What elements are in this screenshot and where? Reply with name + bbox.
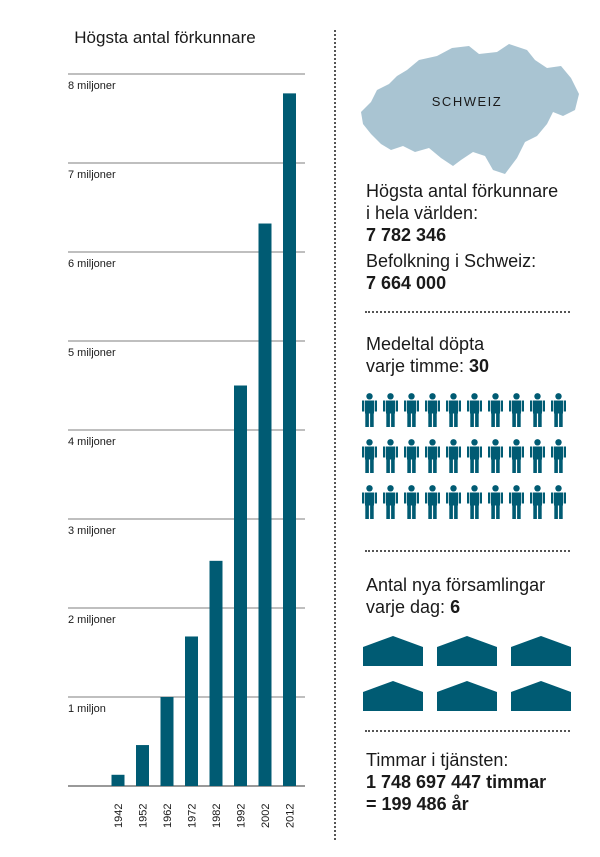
divider-3 [365,730,570,732]
person-icon [446,439,467,473]
person-icon [383,439,404,473]
person-icon [551,439,572,473]
congregations-value: 6 [450,597,461,617]
x-tick-label: 1952 [138,804,150,828]
publishers-label-2: i hela världen: [366,203,479,223]
x-tick-label: 1982 [211,804,223,828]
hours-stat: Timmar i tjänsten: 1 748 697 447 timmar … [366,749,546,815]
x-tick-label: 2002 [260,804,272,828]
kingdom-hall-icon [437,636,497,671]
person-icon [530,393,551,427]
person-icon [446,393,467,427]
y-tick-label: 7 miljoner [68,169,116,181]
congregations-label-2: varje dag: [366,597,446,617]
person-icon [383,393,404,427]
bar-2012 [283,93,296,786]
bar-2002 [258,223,272,786]
y-tick-label: 2 miljoner [68,614,116,626]
person-icon [425,393,446,427]
switzerland-shape [361,44,579,174]
person-icon [362,439,383,473]
bar-1972 [185,636,198,786]
baptized-value: 30 [469,356,490,376]
x-tick-label: 1942 [113,804,125,828]
person-icon [404,485,425,519]
divider-2 [365,550,570,552]
bar-1962 [160,697,174,786]
population-label: Befolkning i Schweiz: [366,251,537,271]
y-tick-label: 8 miljoner [68,80,116,92]
labels: 1 miljon 2 miljoner 3 miljoner 4 miljoner 5 … [68,80,297,828]
x-tick-label: 1972 [187,804,199,828]
x-tick-label: 1962 [162,804,174,828]
baptized-stat: Medeltal döpta varje timme: 30 [366,333,489,377]
bars [111,93,296,786]
bar-chart: 1 miljon 2 miljoner 3 miljoner 4 miljoner 5 … [68,73,305,828]
person-icon [362,393,383,427]
population-stat: Befolkning i Schweiz: 7 664 000 [366,250,536,294]
bar-1992 [234,385,247,786]
divider-1 [365,311,570,313]
person-icon [404,439,425,473]
person-icon [488,393,509,427]
person-icon [383,485,404,519]
map-label: SCHWEIZ [432,94,502,109]
publishers-label-1: Högsta antal förkunnare [366,181,559,201]
person-icon [530,485,551,519]
person-icon [425,485,446,519]
person-icon [467,439,488,473]
baptized-label-2: varje timme: [366,356,465,376]
congregations-stat: Antal nya församlingar varje dag: 6 [366,574,545,618]
person-icon [551,485,572,519]
vertical-divider [334,30,336,840]
person-icon [404,393,425,427]
person-icon [551,393,572,427]
person-icon [362,485,383,519]
baptized-icons [362,393,574,531]
person-icon [509,439,530,473]
person-icon [425,439,446,473]
publishers-value: 7 782 346 [366,225,447,245]
hours-value-2: = 199 486 år [366,794,469,814]
bar-1952 [136,745,149,786]
kingdom-hall-icon [511,636,571,671]
person-icon [509,485,530,519]
person-icon [530,439,551,473]
chart-title: Högsta antal förkunnare [74,28,256,47]
person-icon [509,393,530,427]
publishers-stat: Högsta antal förkunnare i hela världen: … [366,180,558,246]
x-tick-label: 1992 [236,804,248,828]
bar-1942 [111,774,125,786]
y-tick-label: 1 miljon [68,703,106,715]
person-icon [488,485,509,519]
switzerland-map: SCHWEIZ [361,44,579,174]
kingdom-hall-icon [363,636,423,671]
kingdom-hall-icon [511,681,571,716]
congregations-label-1: Antal nya församlingar [366,575,546,595]
person-icon [467,393,488,427]
y-tick-label: 3 miljoner [68,525,116,537]
baptized-label-1: Medeltal döpta [366,334,485,354]
hours-label: Timmar i tjänsten: [366,750,509,770]
kingdom-hall-icon [363,681,423,716]
y-tick-label: 5 miljoner [68,347,116,359]
bar-1982 [209,560,223,786]
hours-value-1: 1 748 697 447 timmar [366,772,547,792]
person-icon [488,439,509,473]
y-tick-label: 4 miljoner [68,436,116,448]
y-tick-label: 6 miljoner [68,258,116,270]
population-value: 7 664 000 [366,273,447,293]
person-icon [446,485,467,519]
person-icon [467,485,488,519]
kingdom-hall-icon [437,681,497,716]
x-tick-label: 2012 [285,804,297,828]
